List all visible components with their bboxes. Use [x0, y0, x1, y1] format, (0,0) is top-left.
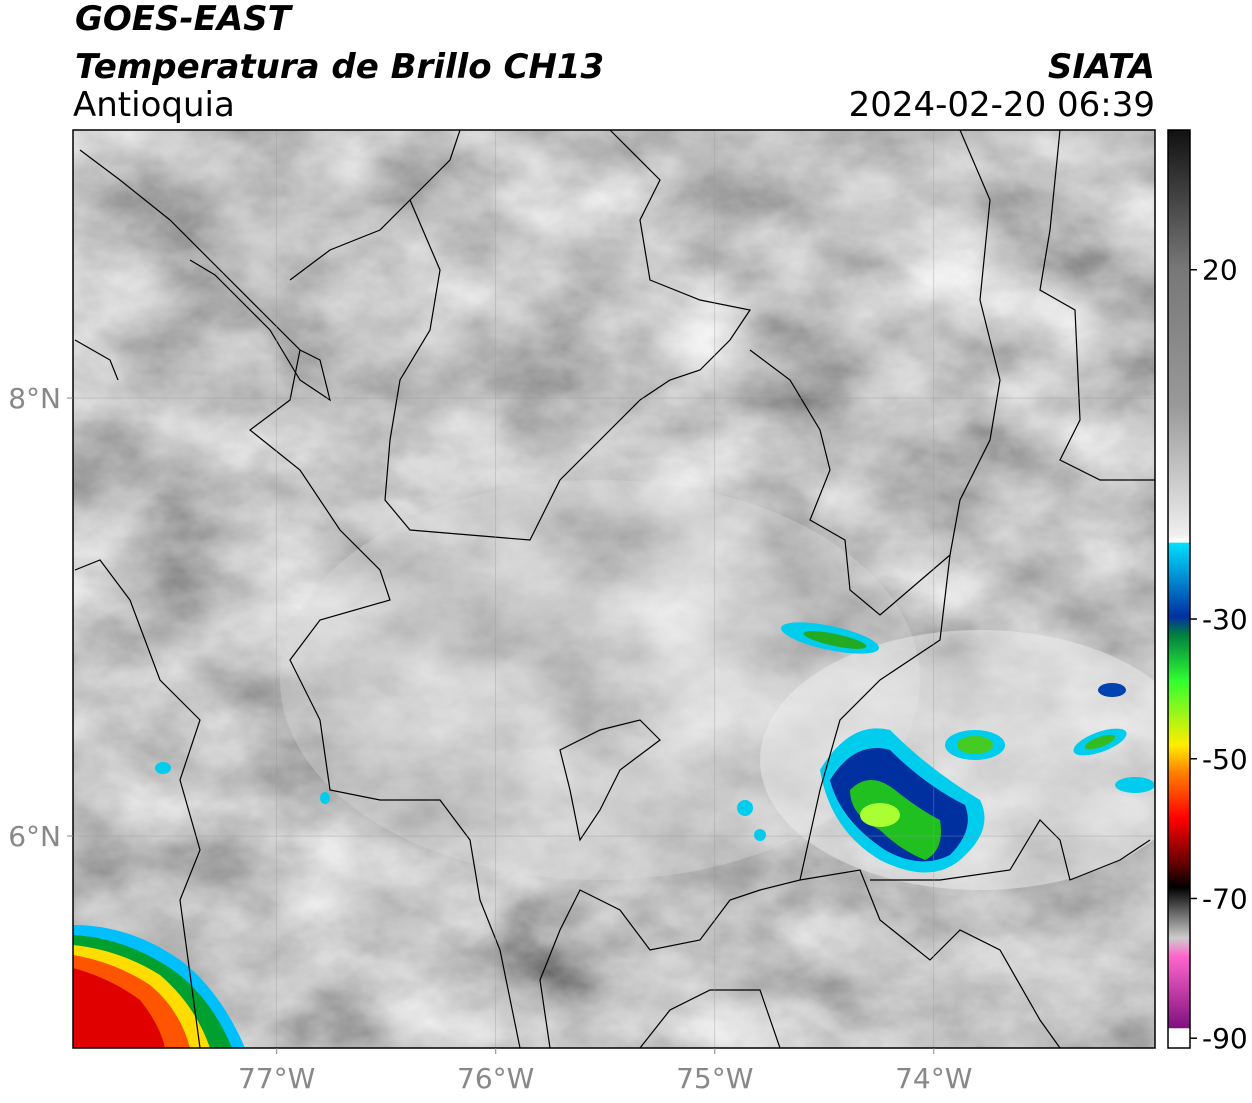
colorbar — [1167, 129, 1191, 1049]
map-frame — [72, 129, 1156, 1049]
x-tick-label: 76°W — [457, 1062, 534, 1095]
colorbar-tick-label: -90 — [1202, 1022, 1248, 1055]
grid — [73, 130, 1155, 1048]
cloud-texture — [73, 130, 1155, 1048]
subtitle: Temperatura de Brillo CH13 — [75, 47, 604, 87]
datetime: 2024-02-20 06:39 — [849, 85, 1155, 125]
source: SIATA — [1048, 47, 1155, 87]
y-tick-label: 6°N — [8, 820, 61, 853]
cold-top — [73, 968, 165, 1048]
x-tick-label: 74°W — [895, 1062, 972, 1095]
satellite-image — [73, 130, 1155, 1048]
title: GOES-EAST — [75, 0, 294, 39]
colorbar-tick-label: 20 — [1202, 254, 1238, 287]
colorbar-tick-label: -30 — [1202, 603, 1248, 636]
x-tick-label: 77°W — [238, 1062, 315, 1095]
region: Antioquia — [73, 85, 235, 125]
bright-cloud — [280, 480, 920, 880]
x-tick-label: 75°W — [676, 1062, 753, 1095]
storm-cell — [155, 622, 1155, 873]
y-tick-label: 8°N — [8, 382, 61, 415]
colorbar-tick-label: -70 — [1202, 882, 1248, 915]
colorbar-tick-label: -50 — [1202, 743, 1248, 776]
borders — [74, 130, 1155, 1048]
